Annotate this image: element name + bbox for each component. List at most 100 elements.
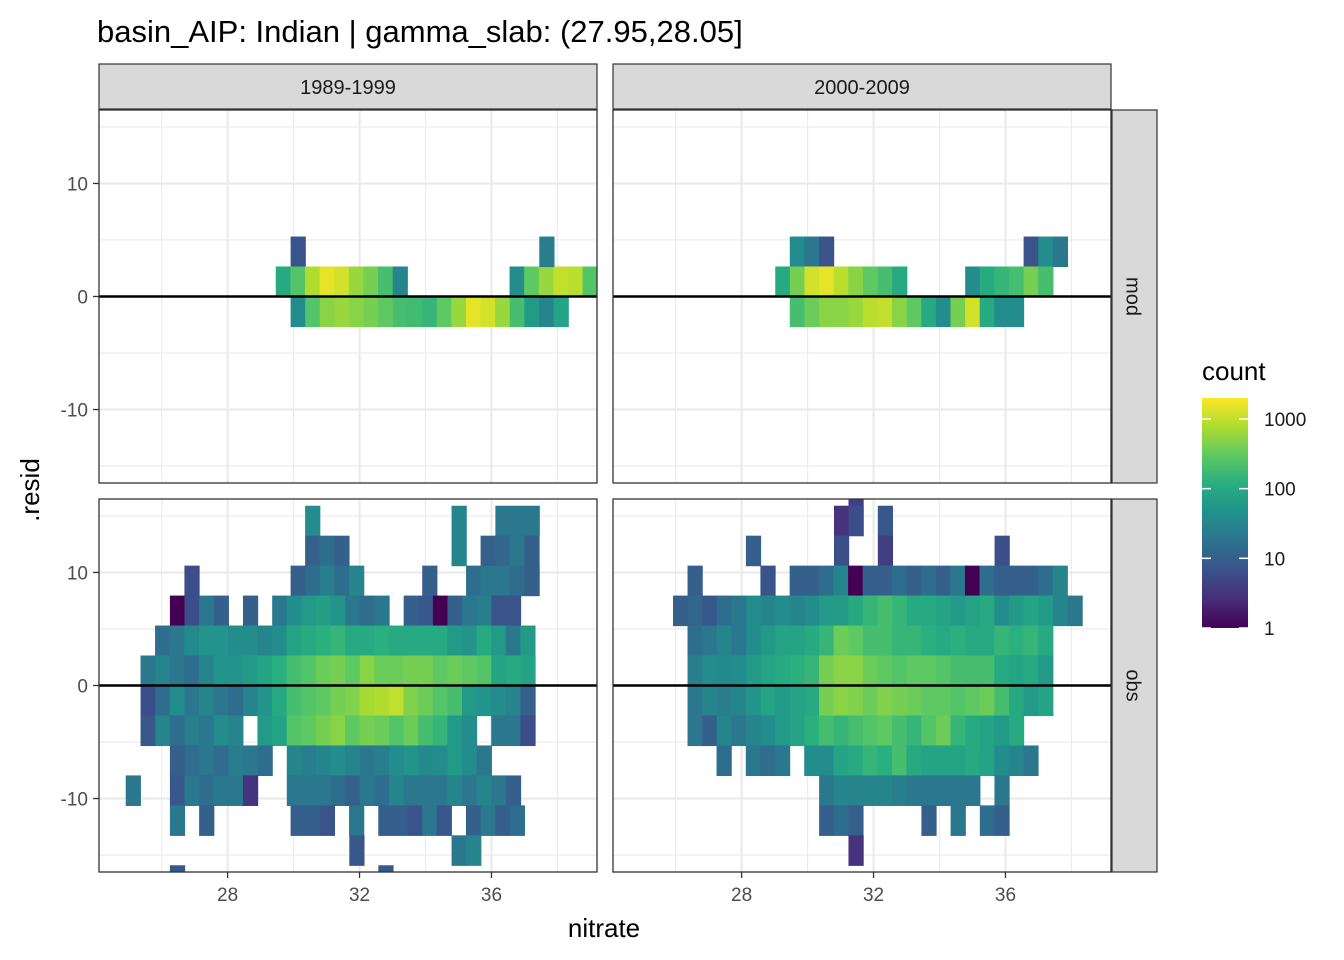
x-tick-label: 32 [863, 885, 884, 906]
heatmap-tile [687, 715, 703, 747]
heatmap-tile [505, 715, 522, 747]
heatmap-tile [169, 745, 186, 777]
x-tick-label: 32 [349, 885, 370, 906]
heatmap-tile [965, 625, 981, 657]
heatmap-tile [495, 505, 511, 537]
heatmap-tile [389, 745, 405, 777]
heatmap-tile [935, 565, 951, 597]
heatmap-tile [921, 655, 937, 687]
heatmap-tile [520, 625, 536, 657]
heatmap-tile [451, 835, 467, 866]
heatmap-tile [403, 775, 419, 806]
heatmap-tile [862, 565, 878, 597]
panel-1989-1999-obs [98, 498, 598, 873]
heatmap-tile [921, 745, 937, 777]
heatmap-tile [345, 625, 361, 657]
heatmap-tile [745, 715, 762, 747]
strip-background [1111, 498, 1158, 873]
heatmap-tile [213, 655, 229, 687]
heatmap-tile [447, 685, 463, 717]
heatmap-tile [892, 685, 908, 717]
heatmap-tile [950, 745, 966, 777]
heatmap-tiles [125, 505, 540, 872]
heatmap-tile [432, 685, 448, 717]
heatmap-tile [906, 685, 922, 717]
heatmap-tile [374, 745, 390, 777]
heatmap-tile [877, 266, 893, 298]
heatmap-tile [935, 685, 952, 717]
strip-background [1111, 109, 1158, 484]
heatmap-tile [935, 655, 952, 687]
heatmap-tile [1023, 266, 1039, 298]
heatmap-tile [374, 715, 390, 747]
heatmap-tile [775, 625, 791, 657]
heatmap-tile [199, 655, 215, 687]
heatmap-tile [524, 565, 540, 597]
heatmap-tile [286, 745, 302, 777]
y-tick-label: 0 [77, 677, 88, 698]
heatmap-tile [334, 266, 350, 298]
heatmap-tile [388, 655, 405, 687]
y-axis-mod: 10 0 -10 [61, 174, 99, 422]
heatmap-tile [877, 745, 893, 777]
heatmap-tile [818, 236, 835, 268]
heatmap-tile [848, 625, 864, 657]
heatmap-tile [374, 595, 390, 627]
heatmap-tile [979, 266, 996, 298]
heatmap-tile [169, 625, 185, 657]
count-legend: count 1 10 100 1000 [1202, 356, 1306, 640]
heatmap-tile [760, 745, 776, 777]
heatmap-tile [819, 655, 835, 687]
heatmap-tile [374, 625, 390, 657]
heatmap-tile [447, 655, 463, 687]
heatmap-tile [359, 715, 375, 747]
heatmap-tile [286, 685, 302, 717]
heatmap-tile [892, 595, 908, 627]
heatmap-tile [242, 775, 259, 806]
heatmap-tile [687, 595, 703, 627]
heatmap-tile [213, 715, 229, 747]
heatmap-tile [169, 805, 186, 836]
heatmap-tile [994, 745, 1010, 777]
heatmap-tile [597, 266, 612, 297]
heatmap-tile [290, 266, 306, 298]
heatmap-tile [140, 715, 156, 747]
heatmap-tile [1067, 595, 1083, 627]
heatmap-tile [403, 655, 419, 687]
heatmap-tile [271, 625, 288, 657]
heatmap-tile [862, 745, 878, 777]
heatmap-tile [447, 625, 463, 657]
heatmap-tile [257, 715, 273, 747]
heatmap-tile [819, 595, 835, 627]
heatmap-tile [950, 805, 966, 836]
heatmap-tile [447, 775, 463, 806]
heatmap-tile [979, 625, 995, 657]
heatmap-tile [184, 655, 200, 687]
heatmap-tile [1023, 745, 1039, 777]
heatmap-tile [702, 685, 718, 717]
heatmap-tile [374, 685, 390, 717]
heatmap-tile [804, 296, 820, 328]
heatmap-tile [213, 595, 229, 627]
heatmap-tile [476, 745, 492, 777]
heatmap-tile [286, 775, 302, 806]
heatmap-tile [775, 595, 791, 627]
heatmap-tile [687, 685, 703, 717]
heatmap-tile [1023, 595, 1039, 627]
heatmap-tile [447, 715, 463, 747]
heatmap-tile [731, 625, 747, 657]
y-axis-obs: 10 0 -10 [61, 563, 99, 811]
heatmap-tile [582, 266, 597, 298]
heatmap-tile [242, 625, 258, 657]
heatmap-tile [833, 266, 849, 298]
heatmap-tile [877, 715, 893, 747]
strip-label: 1989-1999 [300, 77, 396, 99]
heatmap-tile [461, 625, 478, 657]
heatmap-tile [906, 775, 922, 806]
heatmap-tile [505, 595, 522, 627]
heatmap-tile [169, 775, 186, 806]
heatmap-tile [432, 775, 449, 806]
heatmap-tile [228, 715, 244, 747]
heatmap-tile [965, 685, 981, 717]
x-tick-label: 36 [995, 885, 1016, 906]
